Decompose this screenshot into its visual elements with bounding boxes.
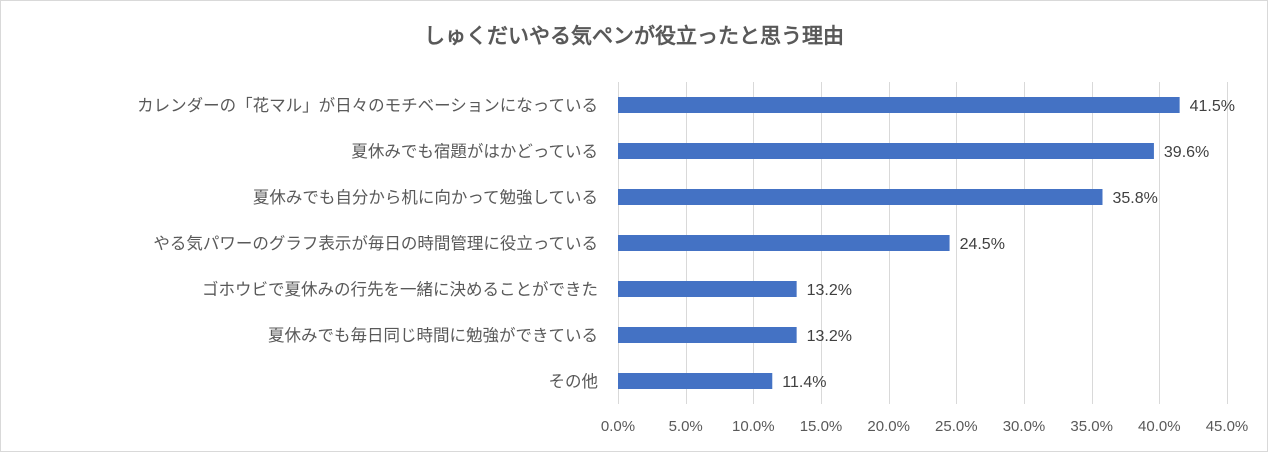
category-label: ゴホウビで夏休みの行先を一緒に決めることができた [202,279,598,299]
category-label: その他 [549,372,599,391]
bar [618,97,1180,113]
data-label: 11.4% [782,374,826,391]
category-label: 夏休みでも毎日同じ時間に勉強ができている [268,326,598,345]
bar [618,189,1103,205]
x-tick-label: 35.0% [1070,418,1113,435]
bar [618,143,1154,159]
category-label: やる気パワーのグラフ表示が毎日の時間管理に役立っている [153,234,598,253]
x-tick-label: 40.0% [1138,418,1181,435]
data-labels: 41.5% 39.6% 35.8% 24.5% 13.2% 13.2% 11.4% [782,98,1235,391]
x-tick-label: 20.0% [867,418,910,435]
x-axis-tick-labels: 0.0% 5.0% 10.0% 15.0% 20.0% 25.0% 30.0% 35.0% 40… [601,418,1248,435]
bar [618,281,797,297]
bar [618,373,773,389]
x-tick-label: 25.0% [935,418,978,435]
chart-title: しゅくだいやる気ペンが役立ったと思う理由 [424,24,844,48]
category-label: 夏休みでも自分から机に向かって勉強している [253,188,598,207]
bar [618,235,950,251]
x-tick-label: 5.0% [669,418,703,435]
data-label: 24.5% [960,236,1005,253]
x-tick-label: 30.0% [1003,418,1046,435]
data-label: 13.2% [807,282,852,299]
x-tick-label: 15.0% [800,418,843,435]
category-labels: カレンダーの「花マル」が日々のモチベーションになっている夏休みでも宿題がはかどっ… [137,96,598,391]
gridlines [618,82,1228,404]
x-tick-label: 45.0% [1206,418,1249,435]
x-tick-label: 10.0% [732,418,775,435]
bar [618,327,797,343]
data-label: 13.2% [807,328,852,345]
category-label: カレンダーの「花マル」が日々のモチベーションになっている [137,96,598,115]
data-label: 39.6% [1164,144,1209,161]
x-tick-label: 0.0% [601,418,635,435]
category-label: 夏休みでも宿題がはかどっている [351,142,598,161]
data-label: 35.8% [1112,190,1157,207]
bars [618,97,1180,389]
data-label: 41.5% [1190,98,1235,115]
